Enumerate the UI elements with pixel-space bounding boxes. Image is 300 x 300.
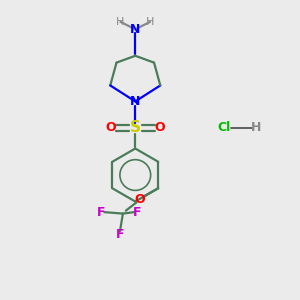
Text: H: H	[251, 122, 261, 134]
Text: H: H	[116, 17, 125, 27]
Text: O: O	[135, 193, 145, 206]
Text: N: N	[130, 95, 140, 108]
Text: S: S	[130, 120, 141, 135]
Text: O: O	[106, 122, 116, 134]
Text: O: O	[154, 122, 165, 134]
Text: F: F	[134, 206, 142, 219]
Text: H: H	[146, 17, 154, 27]
Text: F: F	[116, 228, 124, 241]
Text: F: F	[97, 206, 105, 219]
Text: N: N	[130, 23, 140, 36]
Text: Cl: Cl	[217, 122, 230, 134]
